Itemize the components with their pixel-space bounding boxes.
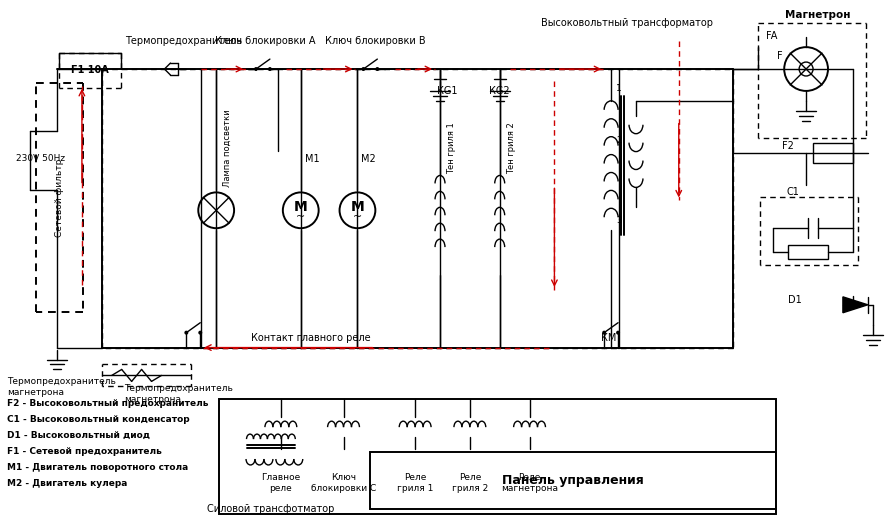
Circle shape: [253, 67, 258, 71]
Text: Тен гриля 2: Тен гриля 2: [507, 123, 516, 174]
Circle shape: [375, 67, 379, 71]
Text: Сетевой фильтр: Сетевой фильтр: [54, 158, 64, 237]
Text: D1 - Высоковольтный диод: D1 - Высоковольтный диод: [7, 431, 150, 440]
Bar: [812, 143, 852, 163]
Text: Ключ блокировки В: Ключ блокировки В: [324, 36, 425, 46]
Text: Термопредохранитель
магнетрона: Термопредохранитель магнетрона: [123, 385, 232, 404]
Text: Главное
реле: Главное реле: [261, 473, 300, 493]
Text: F1 - Сетевой предохранитель: F1 - Сетевой предохранитель: [7, 447, 162, 456]
Text: ~: ~: [296, 212, 305, 222]
Text: Термопредохранитель: Термопредохранитель: [125, 36, 242, 46]
Text: Силовой трансфотматор: Силовой трансфотматор: [207, 504, 334, 514]
Text: Ключ
блокировки С: Ключ блокировки С: [311, 473, 376, 493]
Text: Реле
гриля 2: Реле гриля 2: [451, 473, 487, 493]
Text: C1 - Высоковольтный конденсатор: C1 - Высоковольтный конденсатор: [7, 415, 190, 424]
Text: F2: F2: [781, 140, 793, 151]
Polygon shape: [842, 297, 867, 313]
Text: КG1: КG1: [436, 86, 456, 96]
Text: M: M: [293, 201, 307, 214]
Text: Магнетрон: Магнетрон: [784, 10, 850, 20]
Bar: [219, 400, 775, 514]
Text: M1 - Двигатель поворотного стола: M1 - Двигатель поворотного стола: [7, 463, 189, 472]
Text: 1: 1: [616, 85, 621, 94]
Text: 2: 2: [616, 136, 621, 145]
Circle shape: [361, 67, 365, 71]
Circle shape: [616, 331, 619, 335]
Circle shape: [184, 331, 188, 335]
Text: КМ: КМ: [601, 332, 616, 343]
Text: ~: ~: [353, 212, 361, 222]
Text: Реле
гриля 1: Реле гриля 1: [397, 473, 433, 493]
Text: Панель управления: Панель управления: [501, 475, 643, 487]
Bar: [370, 452, 775, 509]
Text: Высоковольтный трансформатор: Высоковольтный трансформатор: [540, 18, 712, 28]
Text: 3: 3: [616, 216, 621, 225]
Bar: [788, 245, 827, 259]
Circle shape: [602, 331, 605, 335]
Circle shape: [268, 67, 272, 71]
Text: M1: M1: [305, 154, 320, 163]
Text: Ключ блокировки А: Ключ блокировки А: [214, 36, 315, 46]
Text: Контакт главного реле: Контакт главного реле: [251, 332, 370, 343]
Text: КG2: КG2: [489, 86, 509, 96]
Text: FA: FA: [766, 31, 777, 41]
Text: M2: M2: [361, 154, 376, 163]
Text: Тен гриля 1: Тен гриля 1: [447, 123, 456, 174]
Text: C1: C1: [785, 187, 798, 197]
Text: M: M: [350, 201, 364, 214]
Text: F: F: [776, 51, 782, 61]
Circle shape: [198, 331, 202, 335]
Text: D1: D1: [788, 295, 801, 305]
Text: Лампа подсветки: Лампа подсветки: [222, 110, 231, 187]
Text: Реле
магнетрона: Реле магнетрона: [501, 473, 557, 493]
Text: Термопредохранитель
магнетрона: Термопредохранитель магнетрона: [7, 377, 116, 397]
Text: M2 - Двигатель кулера: M2 - Двигатель кулера: [7, 479, 128, 488]
Text: F1 10A: F1 10A: [71, 65, 109, 75]
Text: 230V 50Hz: 230V 50Hz: [16, 154, 66, 163]
Text: F2 - Высоковольтный предохранитель: F2 - Высоковольтный предохранитель: [7, 400, 208, 408]
